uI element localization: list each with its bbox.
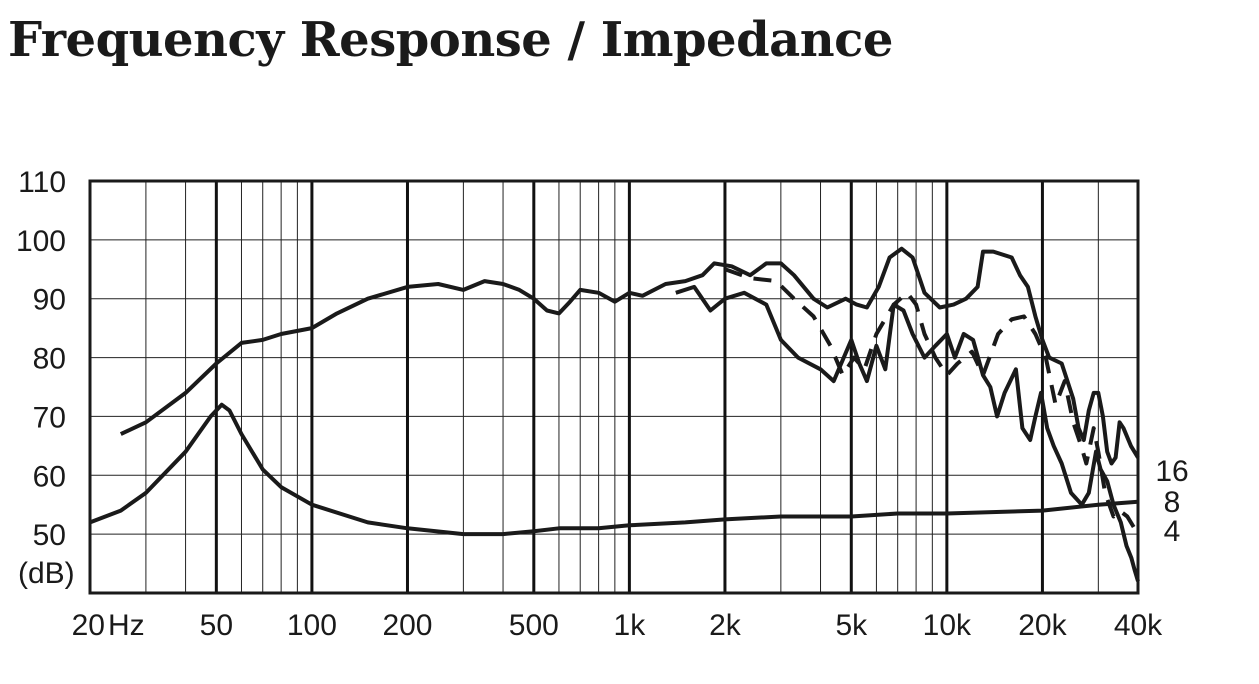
right-label: 16 bbox=[1155, 455, 1188, 488]
y-axis-unit: (dB) bbox=[18, 557, 75, 590]
y-tick-label: 70 bbox=[33, 401, 66, 434]
series-layer bbox=[89, 246, 1140, 582]
y-axis-ticks: 110 100 90 80 70 60 50 bbox=[16, 166, 66, 552]
series-line-2 bbox=[724, 267, 1140, 536]
x-axis-unit: Hz bbox=[108, 609, 145, 642]
y-tick-label: 100 bbox=[16, 225, 66, 258]
chart-title: Frequency Response / Impedance bbox=[8, 12, 893, 68]
y-tick-label: 90 bbox=[33, 284, 66, 317]
x-tick-label: 200 bbox=[382, 609, 432, 642]
x-tick-label: 5k bbox=[835, 609, 868, 642]
x-tick-label: 20 bbox=[72, 609, 105, 642]
series-line-3 bbox=[675, 284, 1140, 582]
x-tick-label: 1k bbox=[614, 609, 647, 642]
y-tick-label: 110 bbox=[18, 166, 66, 199]
x-axis-ticks: 20 50 100 200 500 1k 2k 5k 10k 20k 40k bbox=[72, 609, 1164, 642]
y-tick-label: 80 bbox=[33, 343, 66, 376]
right-label: 4 bbox=[1164, 515, 1181, 548]
right-label: 8 bbox=[1164, 486, 1181, 519]
x-tick-label: 100 bbox=[287, 609, 337, 642]
x-tick-label: 20k bbox=[1018, 609, 1067, 642]
series-line-4 bbox=[89, 402, 1139, 537]
y-tick-label: 50 bbox=[33, 519, 66, 552]
x-tick-label: 40k bbox=[1114, 609, 1163, 642]
x-tick-label: 10k bbox=[923, 609, 972, 642]
y-tick-label: 60 bbox=[33, 460, 66, 493]
series-line-1 bbox=[119, 246, 1140, 466]
x-tick-label: 50 bbox=[200, 609, 233, 642]
x-tick-label: 2k bbox=[709, 609, 742, 642]
plot-frame bbox=[88, 179, 1140, 595]
minor-grid bbox=[90, 180, 1138, 593]
major-grid bbox=[214, 181, 1044, 593]
x-tick-label: 500 bbox=[509, 609, 559, 642]
